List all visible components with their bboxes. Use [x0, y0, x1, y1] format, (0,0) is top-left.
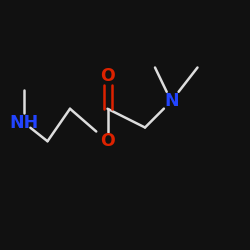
- Text: N: N: [164, 92, 178, 110]
- Text: O: O: [100, 132, 115, 150]
- Text: NH: NH: [9, 114, 38, 132]
- Text: O: O: [100, 67, 115, 85]
